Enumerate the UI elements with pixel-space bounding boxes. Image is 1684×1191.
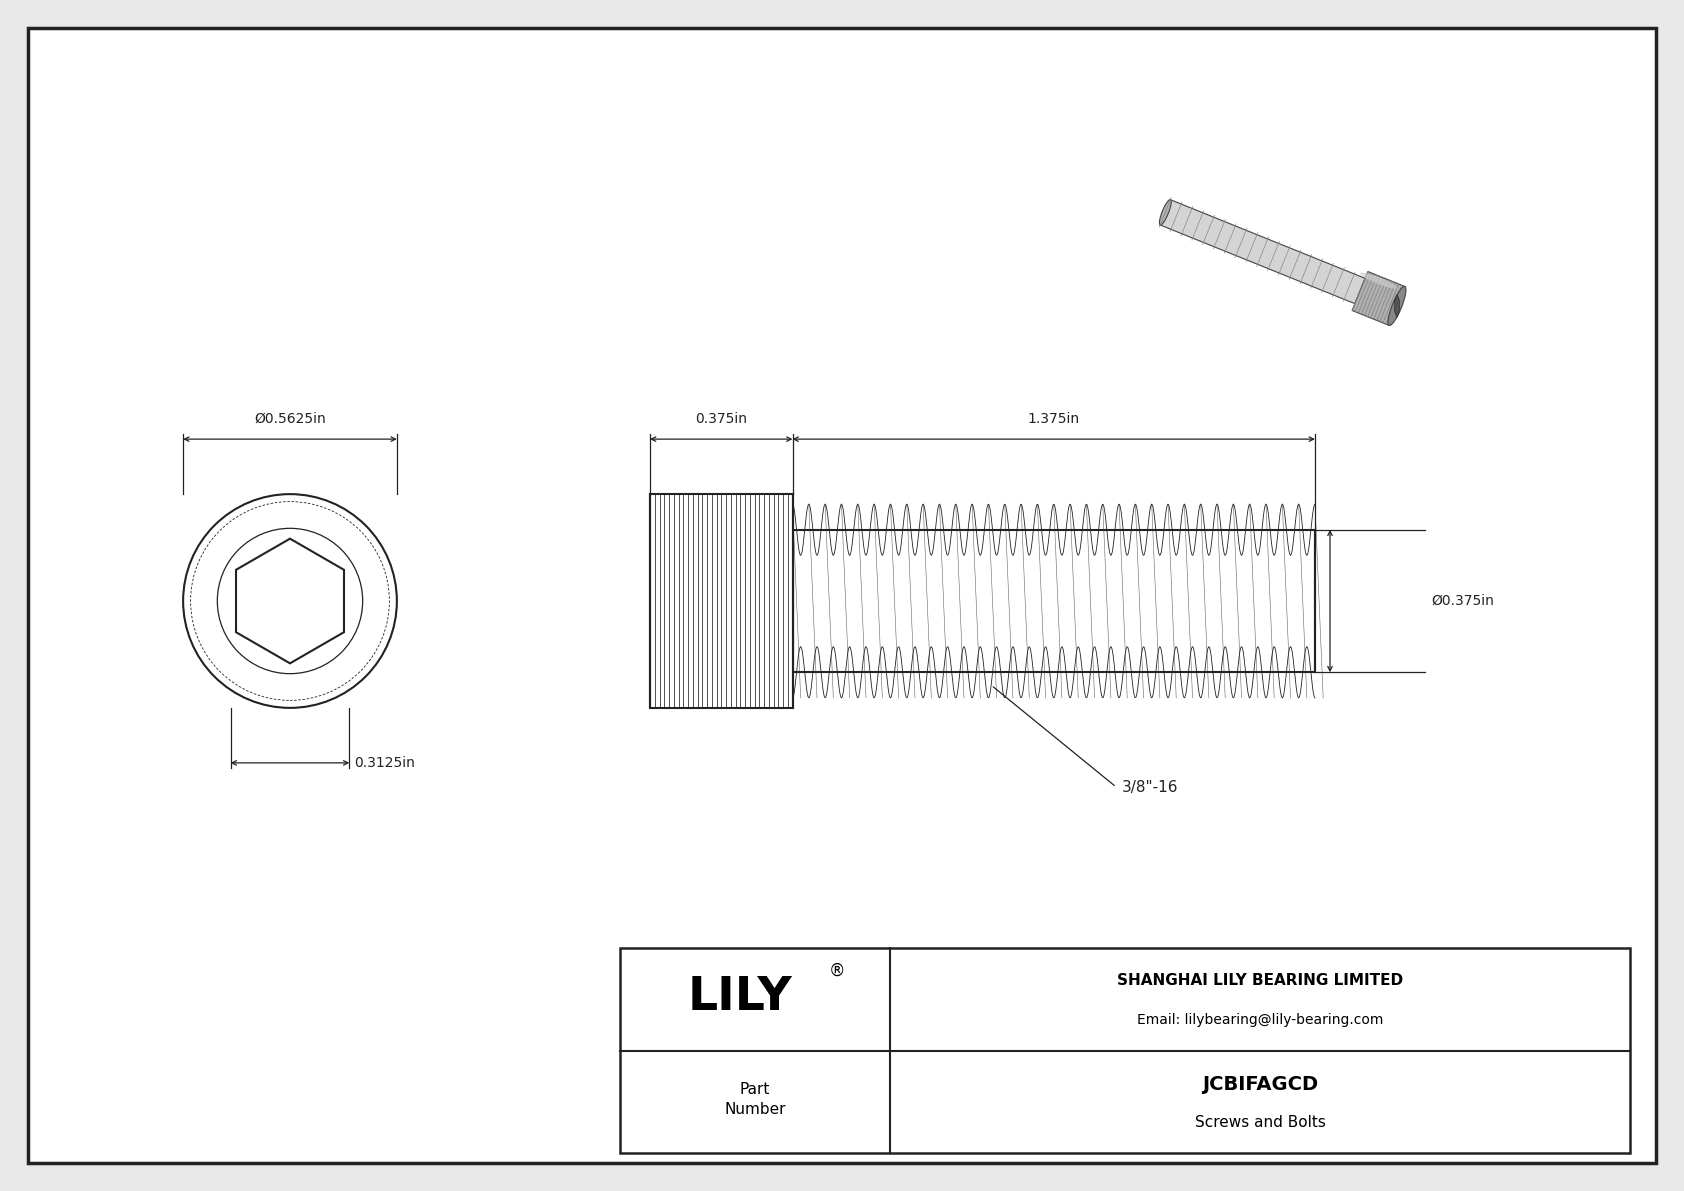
Text: 0.3125in: 0.3125in bbox=[354, 756, 416, 769]
Circle shape bbox=[217, 529, 362, 674]
Text: JCBIFAGCD: JCBIFAGCD bbox=[1202, 1074, 1319, 1093]
Text: SHANGHAI LILY BEARING LIMITED: SHANGHAI LILY BEARING LIMITED bbox=[1116, 973, 1403, 989]
Text: Screws and Bolts: Screws and Bolts bbox=[1194, 1115, 1325, 1130]
Ellipse shape bbox=[1159, 200, 1170, 225]
Polygon shape bbox=[1160, 200, 1366, 304]
Circle shape bbox=[184, 494, 397, 707]
Text: Ø0.375in: Ø0.375in bbox=[1431, 594, 1494, 607]
Polygon shape bbox=[1352, 272, 1404, 325]
Ellipse shape bbox=[1361, 273, 1398, 288]
Text: 1.375in: 1.375in bbox=[1027, 412, 1079, 426]
Bar bbox=[650, 494, 793, 707]
Bar bbox=[793, 530, 1315, 672]
Text: Email: lilybearing@lily-bearing.com: Email: lilybearing@lily-bearing.com bbox=[1137, 1012, 1383, 1027]
Polygon shape bbox=[1394, 294, 1399, 318]
Ellipse shape bbox=[1388, 286, 1406, 325]
Text: 3/8"-16: 3/8"-16 bbox=[1122, 780, 1177, 794]
Text: 0.375in: 0.375in bbox=[695, 412, 748, 426]
Text: LILY: LILY bbox=[687, 974, 791, 1019]
Text: Ø0.5625in: Ø0.5625in bbox=[254, 412, 327, 426]
Text: Part
Number: Part Number bbox=[724, 1083, 786, 1117]
Text: ®: ® bbox=[829, 961, 845, 979]
Polygon shape bbox=[236, 538, 344, 663]
Bar bbox=[620, 948, 1630, 1153]
